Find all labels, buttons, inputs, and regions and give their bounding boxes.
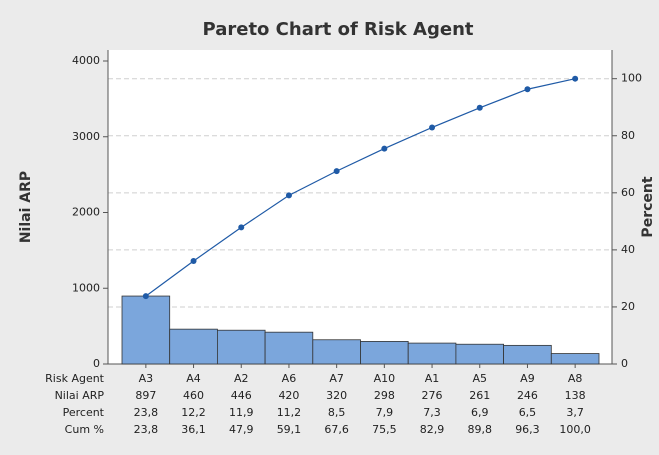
bar — [121, 295, 171, 365]
table-value: 82,9 — [420, 423, 445, 436]
table-value: 246 — [517, 389, 538, 402]
y-axis-label: Nilai ARP — [18, 171, 34, 243]
table-value: 3,7 — [566, 406, 584, 419]
y-tick-label: 2000 — [72, 206, 100, 219]
cum-line — [145, 78, 576, 297]
table-value: 138 — [565, 389, 586, 402]
cum-point — [190, 258, 197, 265]
bar — [216, 329, 266, 365]
cum-point — [572, 75, 579, 82]
row-label: Cum % — [65, 423, 104, 436]
y2-tick-label: 100 — [621, 72, 642, 85]
table-value: 89,8 — [468, 423, 493, 436]
table-value: 11,2 — [277, 406, 302, 419]
table-value: 6,9 — [471, 406, 489, 419]
y-tick-label: 0 — [93, 357, 100, 370]
table-value: 261 — [469, 389, 490, 402]
category-label: A10 — [374, 372, 396, 385]
table-value: 8,5 — [328, 406, 346, 419]
y2-tick-label: 60 — [621, 186, 635, 199]
category-label: A7 — [329, 372, 344, 385]
table-value: 23,8 — [134, 406, 159, 419]
cum-point — [381, 145, 388, 152]
table-value: 276 — [422, 389, 443, 402]
table-value: 7,3 — [423, 406, 441, 419]
y2-tick-label: 20 — [621, 300, 635, 313]
table-value: 7,9 — [376, 406, 394, 419]
cum-point — [429, 124, 436, 131]
table-value: 11,9 — [229, 406, 254, 419]
cum-point — [142, 293, 149, 300]
table-value: 59,1 — [277, 423, 302, 436]
y2-axis-label: Percent — [640, 176, 656, 237]
table-value: 23,8 — [134, 423, 159, 436]
category-label: A5 — [472, 372, 487, 385]
y2-tick-label: 40 — [621, 243, 635, 256]
bar — [550, 353, 600, 365]
table-value: 100,0 — [559, 423, 591, 436]
category-label: A1 — [425, 372, 440, 385]
cum-point — [285, 192, 292, 199]
bar — [407, 342, 457, 365]
bar — [264, 331, 314, 365]
table-value: 47,9 — [229, 423, 254, 436]
category-label: A6 — [282, 372, 297, 385]
plot-area — [108, 50, 612, 364]
table-value: 6,5 — [519, 406, 537, 419]
chart-title: Pareto Chart of Risk Agent — [203, 19, 474, 40]
category-label: A4 — [186, 372, 201, 385]
category-label: A3 — [139, 372, 154, 385]
category-label: A8 — [568, 372, 583, 385]
cum-point — [333, 168, 340, 175]
y2-tick-label: 0 — [621, 357, 628, 370]
bar — [169, 328, 218, 365]
y-tick-label: 4000 — [72, 54, 100, 67]
y-tick-label: 1000 — [72, 281, 100, 294]
bar — [455, 343, 504, 365]
table-value: 96,3 — [515, 423, 540, 436]
table-value: 36,1 — [181, 423, 206, 436]
table-value: 446 — [231, 389, 252, 402]
row-label: Percent — [63, 406, 105, 419]
table-value: 320 — [326, 389, 347, 402]
table-value: 420 — [278, 389, 299, 402]
table-value: 897 — [135, 389, 156, 402]
table-value: 12,2 — [181, 406, 206, 419]
category-label: A2 — [234, 372, 249, 385]
row-label: Risk Agent — [45, 372, 105, 385]
cum-point — [524, 86, 531, 93]
table-value: 460 — [183, 389, 204, 402]
bar — [360, 341, 409, 365]
category-label: A9 — [520, 372, 535, 385]
cum-point — [238, 224, 245, 231]
bar — [312, 339, 361, 365]
cum-point — [476, 104, 483, 111]
row-label: Nilai ARP — [55, 389, 105, 402]
table-value: 75,5 — [372, 423, 397, 436]
table-value: 298 — [374, 389, 395, 402]
y2-tick-label: 80 — [621, 129, 635, 142]
table-value: 67,6 — [324, 423, 349, 436]
bar — [503, 344, 552, 365]
y-tick-label: 3000 — [72, 130, 100, 143]
